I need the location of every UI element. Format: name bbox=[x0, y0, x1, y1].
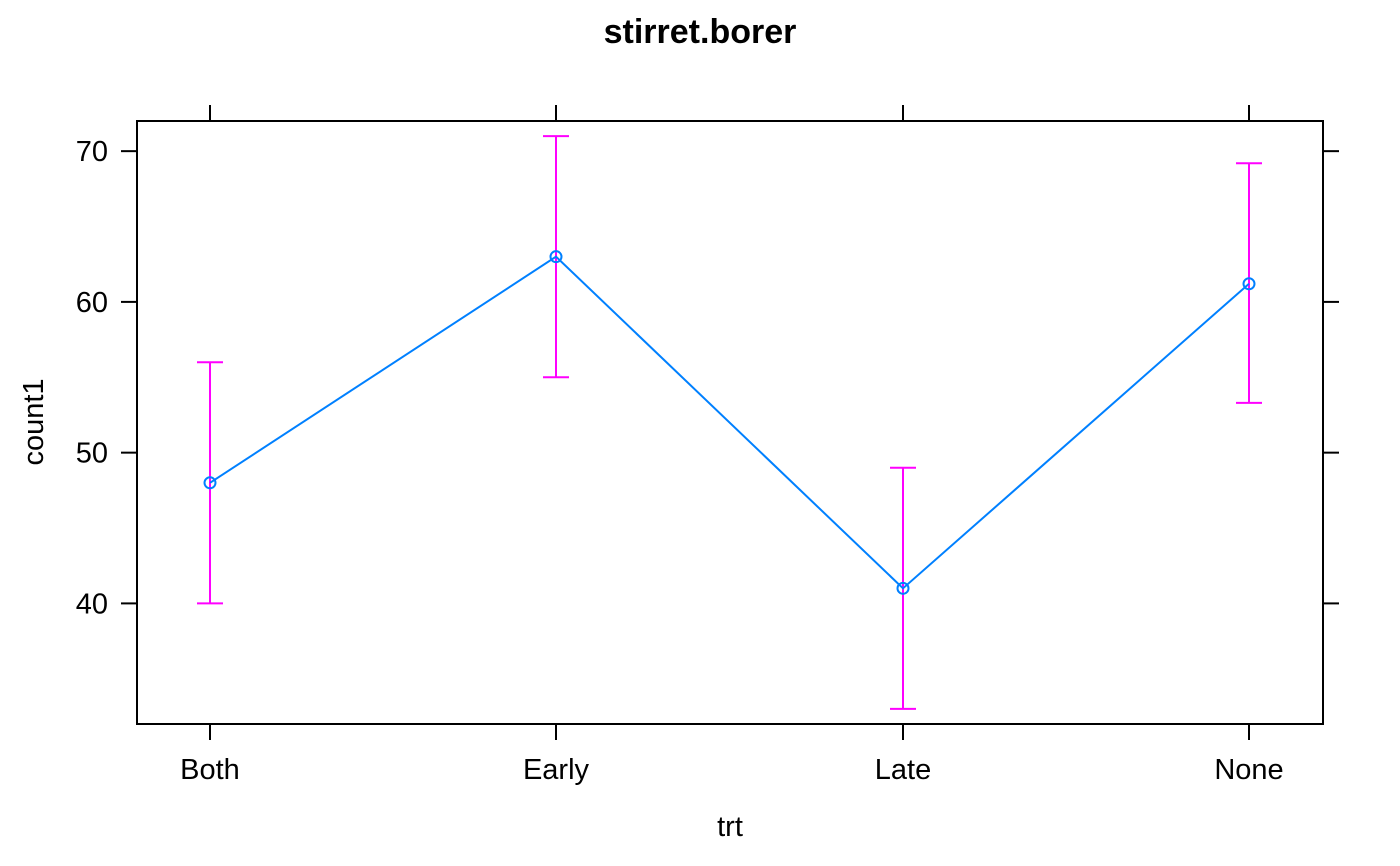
series-line-group bbox=[203, 250, 1256, 595]
chart-title: stirret.borer bbox=[604, 13, 797, 51]
error-bars bbox=[197, 135, 1262, 710]
y-axis-label: count1 bbox=[18, 378, 50, 465]
data-point bbox=[1242, 277, 1256, 291]
y-tick-label: 50 bbox=[76, 438, 108, 470]
y-tick-label: 70 bbox=[76, 136, 108, 168]
y-ticks: 40 50 60 70 bbox=[76, 136, 1339, 620]
x-tick-label: None bbox=[1214, 754, 1283, 786]
data-point bbox=[549, 250, 563, 264]
data-point bbox=[896, 581, 910, 595]
y-tick-label: 60 bbox=[76, 287, 108, 319]
y-tick-label: 40 bbox=[76, 588, 108, 620]
x-axis-label: trt bbox=[717, 811, 743, 843]
x-tick-label: Early bbox=[523, 754, 590, 786]
series-line bbox=[209, 255, 1250, 590]
x-ticks: Both Early Late None bbox=[180, 105, 1284, 786]
plot-frame bbox=[136, 120, 1324, 725]
data-point bbox=[203, 476, 217, 490]
x-tick-label: Late bbox=[875, 754, 931, 786]
x-tick-label: Both bbox=[180, 754, 240, 786]
